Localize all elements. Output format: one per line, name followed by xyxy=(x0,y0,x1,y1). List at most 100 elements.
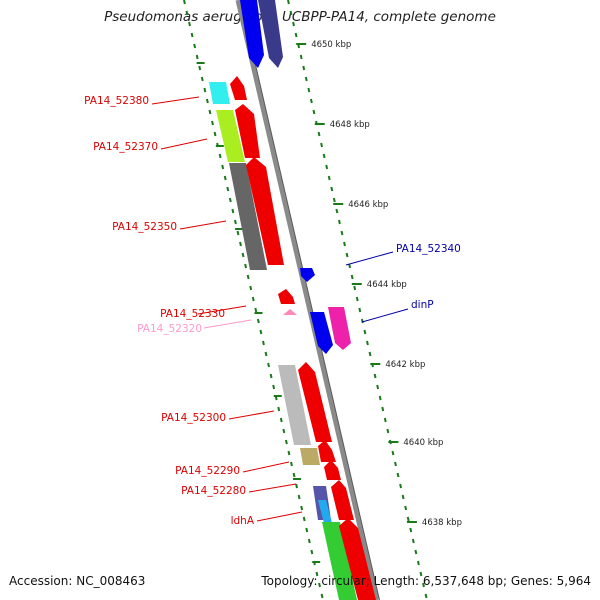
left-tick-dash xyxy=(244,263,248,269)
gene-label[interactable]: PA14_52350 xyxy=(112,221,177,233)
right-tick-dash xyxy=(358,307,362,313)
label-leader-line xyxy=(179,220,227,230)
right-tick-dash xyxy=(325,164,329,170)
cog-block-green xyxy=(322,522,357,600)
gene-arrow-dinp-cog[interactable] xyxy=(328,307,351,350)
left-tick-dash xyxy=(256,318,260,324)
cog-block-lightgray xyxy=(278,365,311,445)
right-tick-dash xyxy=(330,186,334,192)
gene-label[interactable]: PA14_52340 xyxy=(396,243,461,255)
right-tick-dash xyxy=(327,175,331,181)
left-tick-dash xyxy=(241,252,245,258)
right-tick-dash xyxy=(414,549,418,555)
gene-arrow-pa14-52290[interactable] xyxy=(318,440,336,462)
right-tick-dash xyxy=(376,384,380,390)
cog-block-cyan xyxy=(209,82,230,104)
gene-arrow-pa14-52330[interactable] xyxy=(278,289,295,304)
gene-arrow-pa14-52320[interactable] xyxy=(283,309,297,315)
right-tick-dash xyxy=(394,461,397,467)
left-tick-dash xyxy=(287,450,291,456)
left-tick-dash xyxy=(307,538,311,544)
left-tick-dash xyxy=(292,472,296,478)
gene-label[interactable]: PA14_52300 xyxy=(161,412,226,424)
right-tick-dash xyxy=(404,505,408,511)
gene-label[interactable]: PA14_52330 xyxy=(160,308,225,320)
gene-arrow-pa14-52380[interactable] xyxy=(230,76,247,100)
left-tick-track xyxy=(183,0,324,599)
label-leader-line xyxy=(361,308,409,323)
genome-summary-text: Topology: circular; Length: 6,537,648 bp… xyxy=(261,574,591,588)
gene-arrow-pa14-52350[interactable] xyxy=(246,157,284,265)
gene-arrow-ldha[interactable] xyxy=(331,480,354,520)
right-tick-dash xyxy=(294,32,298,38)
gene-arrow-top-blue[interactable] xyxy=(240,0,264,68)
left-tick-dash xyxy=(262,340,265,346)
right-tick-dash xyxy=(307,87,311,93)
gene-label[interactable]: PA14_52290 xyxy=(175,465,240,477)
gene-label[interactable]: PA14_52280 xyxy=(181,485,246,497)
right-tick-dash xyxy=(317,131,321,137)
gene-label[interactable]: dinP xyxy=(411,299,434,311)
right-tick-dash xyxy=(416,560,420,566)
right-tick-dash xyxy=(345,252,349,258)
left-tick-dash xyxy=(213,131,217,137)
right-tick-dash xyxy=(322,153,326,159)
left-tick-dash xyxy=(190,32,194,38)
left-tick-dash xyxy=(282,428,286,434)
left-tick-dash xyxy=(226,186,230,192)
gene-arrow-top-navy[interactable] xyxy=(258,0,283,68)
gene-label[interactable]: PA14_52380 xyxy=(84,95,149,107)
left-tick-dash xyxy=(200,76,204,82)
gene-label-group: PA14_52380 PA14_52370 PA14_52350 PA14_52340… xyxy=(84,95,461,527)
left-tick-dash xyxy=(223,175,227,181)
left-tick-dash xyxy=(272,384,276,390)
right-tick-dash xyxy=(353,285,357,291)
cog-block-lime xyxy=(216,110,245,162)
label-leader-line xyxy=(160,138,208,150)
gene-arrow-pa14-52280[interactable] xyxy=(324,460,341,480)
minus-strand-genes xyxy=(230,76,376,600)
right-tick-dash xyxy=(332,197,336,203)
label-leader-lines xyxy=(151,96,409,522)
left-tick-dash xyxy=(193,43,197,49)
left-tick-dash xyxy=(295,483,299,489)
right-tick-dash xyxy=(399,483,403,489)
right-tick-dash xyxy=(386,428,390,434)
left-tick-dash xyxy=(195,54,199,60)
right-tick-dash xyxy=(424,593,428,599)
left-tick-dash xyxy=(231,208,235,214)
gene-arrow-dinp[interactable] xyxy=(310,312,333,354)
label-leader-line xyxy=(228,410,275,420)
scale-tick-label: 4642 kbp xyxy=(385,360,425,370)
map-title: Pseudomonas aeruginosa UCBPP-PA14, compl… xyxy=(104,9,496,25)
genome-backbone-line xyxy=(235,0,380,600)
left-tick-dash xyxy=(269,373,273,379)
gene-label[interactable]: PA14_52370 xyxy=(93,141,158,153)
left-tick-dash xyxy=(208,109,212,115)
left-tick-dash xyxy=(211,120,214,126)
right-tick-dash xyxy=(366,340,369,346)
right-tick-dash xyxy=(381,406,385,412)
left-tick-dash xyxy=(203,87,207,93)
gene-arrow-pa14-52370[interactable] xyxy=(235,104,260,158)
gene-arrow-pa14-52300[interactable] xyxy=(298,362,332,442)
right-tick-dash xyxy=(350,274,354,280)
cog-track xyxy=(209,82,357,600)
right-tick-dash xyxy=(312,109,316,115)
right-tick-dash xyxy=(396,472,400,478)
scale-tick-label: 4638 kbp xyxy=(422,518,462,528)
gene-label[interactable]: ldhA xyxy=(231,515,255,527)
left-tick-dash xyxy=(185,10,189,16)
left-tick-dash xyxy=(259,329,263,335)
left-tick-dash xyxy=(183,0,186,5)
gene-label[interactable]: PA14_52320 xyxy=(137,323,202,335)
right-tick-dash xyxy=(383,417,387,423)
gene-arrow-next[interactable] xyxy=(339,518,376,600)
scale-tick-label: 4650 kbp xyxy=(311,40,351,50)
left-tick-dash xyxy=(221,164,225,170)
right-tick-dash xyxy=(292,21,295,27)
right-tick-dash xyxy=(419,571,423,577)
left-tick-dash xyxy=(320,593,324,599)
gene-arrow-pa14-52340[interactable] xyxy=(300,268,315,282)
